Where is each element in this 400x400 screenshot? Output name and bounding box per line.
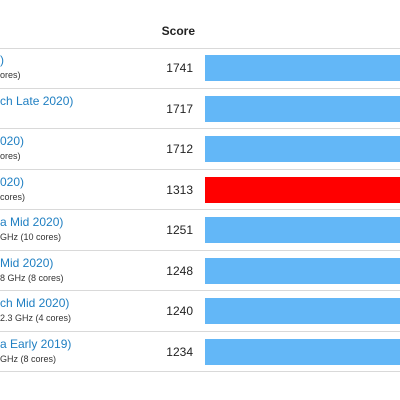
table-header: Score <box>0 0 400 49</box>
device-spec: ores) <box>0 70 21 80</box>
score-value: 1248 <box>166 263 193 278</box>
score-value: 1234 <box>166 344 193 359</box>
score-value: 1717 <box>166 101 193 116</box>
device-spec: GHz (8 cores) <box>0 353 57 364</box>
score-column-header: Score <box>161 24 195 38</box>
score-bar <box>205 176 400 203</box>
device-name-link[interactable]: 020) <box>0 174 25 189</box>
device-spec: 8 GHz (8 cores) <box>0 272 64 283</box>
device-spec: ores) <box>0 151 21 161</box>
table-row: a Mid 2020) GHz (10 cores) 1251 <box>0 210 400 251</box>
device-name-link[interactable]: a Early 2019) <box>0 336 72 351</box>
score-bar <box>205 338 400 365</box>
device-name-link[interactable]: ch Mid 2020) <box>0 296 70 310</box>
score-value: 1741 <box>166 61 193 75</box>
score-bar <box>205 95 400 122</box>
device-name-link[interactable]: ) <box>0 53 4 67</box>
table-row: ) ores) 1741 <box>0 48 400 89</box>
table-row: ch Mid 2020) 2.3 GHz (4 cores) 1240 <box>0 291 400 332</box>
score-bar <box>205 298 400 324</box>
device-name-link[interactable]: Mid 2020) <box>0 255 54 270</box>
device-name-link[interactable]: a Mid 2020) <box>0 215 64 229</box>
device-name-link[interactable]: ch Late 2020) <box>0 93 74 108</box>
score-bar <box>205 217 400 243</box>
score-bar <box>205 136 400 162</box>
table-row: a Early 2019) GHz (8 cores) 1234 <box>0 332 400 372</box>
score-value: 1712 <box>166 142 193 156</box>
device-spec: 2.3 GHz (4 cores) <box>0 313 72 323</box>
table-row: 020) cores) 1313 <box>0 170 400 210</box>
score-value: 1251 <box>166 223 193 237</box>
score-bar <box>205 55 400 81</box>
score-value: 1313 <box>166 182 193 197</box>
score-value: 1240 <box>166 304 193 318</box>
device-spec: GHz (10 cores) <box>0 232 62 242</box>
device-name-link[interactable]: 020) <box>0 134 25 148</box>
device-spec: cores) <box>0 191 26 202</box>
table-row: Mid 2020) 8 GHz (8 cores) 1248 <box>0 251 400 291</box>
results-table: ) ores) 1741 ch Late 2020) 1717 020) ores) 1712… <box>0 48 400 372</box>
table-row: ch Late 2020) 1717 <box>0 89 400 129</box>
score-bar <box>205 257 400 284</box>
table-row: 020) ores) 1712 <box>0 129 400 170</box>
